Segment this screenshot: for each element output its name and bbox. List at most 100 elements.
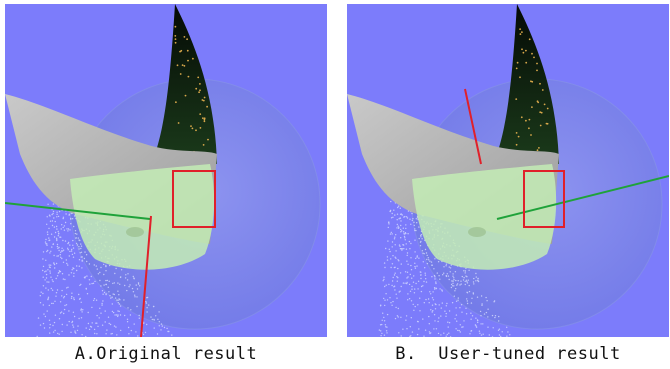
cloud-point: [104, 310, 106, 312]
speckle-point: [520, 116, 523, 119]
cloud-point: [409, 290, 412, 292]
speckle-point: [515, 98, 518, 100]
cloud-point: [386, 256, 389, 258]
cloud-point: [466, 281, 468, 283]
cloud-point: [100, 285, 102, 287]
cloud-point: [423, 253, 425, 255]
speckle-point: [519, 28, 521, 30]
render-panel-user-tuned[interactable]: [347, 4, 669, 337]
cloud-point: [429, 260, 431, 262]
cloud-point: [421, 250, 424, 252]
cloud-point: [87, 311, 89, 314]
cloud-point: [420, 285, 423, 288]
cloud-point: [42, 265, 45, 268]
cloud-point: [77, 237, 80, 239]
cloud-point: [62, 216, 65, 218]
cloud-point: [45, 238, 47, 241]
cloud-point: [466, 291, 468, 293]
cloud-point: [73, 297, 75, 299]
cloud-point: [407, 293, 409, 295]
cloud-point: [480, 295, 483, 297]
cloud-point: [475, 325, 477, 327]
cloud-point: [97, 273, 100, 275]
cloud-point: [67, 249, 69, 251]
cloud-point: [52, 210, 55, 213]
cloud-point: [432, 310, 434, 312]
cloud-point: [160, 329, 162, 331]
cloud-point: [407, 233, 409, 235]
cloud-point: [87, 322, 90, 325]
cloud-point: [427, 257, 429, 259]
cloud-point: [62, 261, 65, 263]
render-panel-original[interactable]: [5, 4, 327, 337]
cloud-point: [461, 326, 463, 328]
viewport-user-tuned[interactable]: [347, 4, 669, 337]
cloud-point: [106, 329, 108, 331]
cloud-point: [383, 297, 385, 300]
cloud-point: [60, 256, 62, 258]
cloud-point: [168, 330, 170, 333]
cloud-point: [85, 335, 87, 337]
viewport-original[interactable]: [5, 4, 327, 337]
cloud-point: [124, 284, 126, 287]
cloud-point: [394, 289, 396, 291]
cloud-point: [108, 280, 110, 282]
cloud-point: [415, 229, 417, 232]
cloud-point: [44, 315, 47, 318]
cloud-point: [487, 316, 489, 318]
cloud-point: [48, 319, 51, 321]
cloud-point: [509, 334, 511, 336]
cloud-point: [45, 277, 48, 279]
cloud-point: [61, 295, 63, 297]
cloud-point: [99, 271, 101, 274]
cloud-point: [52, 302, 54, 305]
cloud-point: [437, 320, 439, 323]
cloud-point: [78, 239, 80, 241]
cloud-point: [73, 272, 75, 274]
selection-box[interactable]: [523, 170, 565, 228]
cloud-point: [414, 288, 416, 290]
cloud-point: [99, 307, 101, 309]
cloud-point: [52, 280, 54, 283]
cloud-point: [462, 326, 464, 328]
cloud-point: [498, 334, 501, 336]
cloud-point: [59, 254, 61, 256]
cloud-point: [425, 278, 427, 280]
cloud-point: [75, 237, 77, 239]
cloud-point: [151, 318, 153, 321]
cloud-point: [452, 273, 454, 275]
cloud-point: [66, 287, 68, 289]
cloud-point: [455, 307, 457, 309]
cloud-point: [95, 299, 98, 301]
cloud-point: [399, 248, 402, 250]
cloud-point: [69, 250, 71, 253]
cloud-point: [441, 290, 443, 292]
speckle-point: [546, 107, 549, 110]
cloud-point: [405, 243, 407, 245]
cloud-point: [57, 332, 59, 335]
cloud-point: [400, 224, 402, 227]
cloud-point: [115, 326, 117, 328]
cloud-point: [397, 307, 399, 310]
cloud-point: [404, 271, 407, 273]
cloud-point: [62, 249, 65, 251]
cloud-point: [398, 218, 400, 220]
cloud-point: [99, 279, 101, 282]
cloud-point: [447, 275, 450, 277]
cloud-point: [105, 279, 107, 282]
cloud-point: [73, 225, 75, 228]
cloud-point: [114, 272, 116, 275]
cloud-point: [478, 330, 481, 332]
selection-box[interactable]: [172, 170, 216, 228]
cloud-point: [400, 237, 402, 239]
cloud-point: [425, 298, 427, 301]
cloud-point: [385, 330, 388, 332]
speckle-point: [536, 149, 539, 152]
speckle-point: [519, 76, 521, 79]
cloud-point: [60, 228, 62, 230]
cloud-point: [79, 297, 81, 300]
cloud-point: [56, 216, 58, 218]
cloud-point: [431, 311, 433, 313]
cloud-point: [441, 302, 443, 304]
cloud-point: [71, 295, 73, 298]
